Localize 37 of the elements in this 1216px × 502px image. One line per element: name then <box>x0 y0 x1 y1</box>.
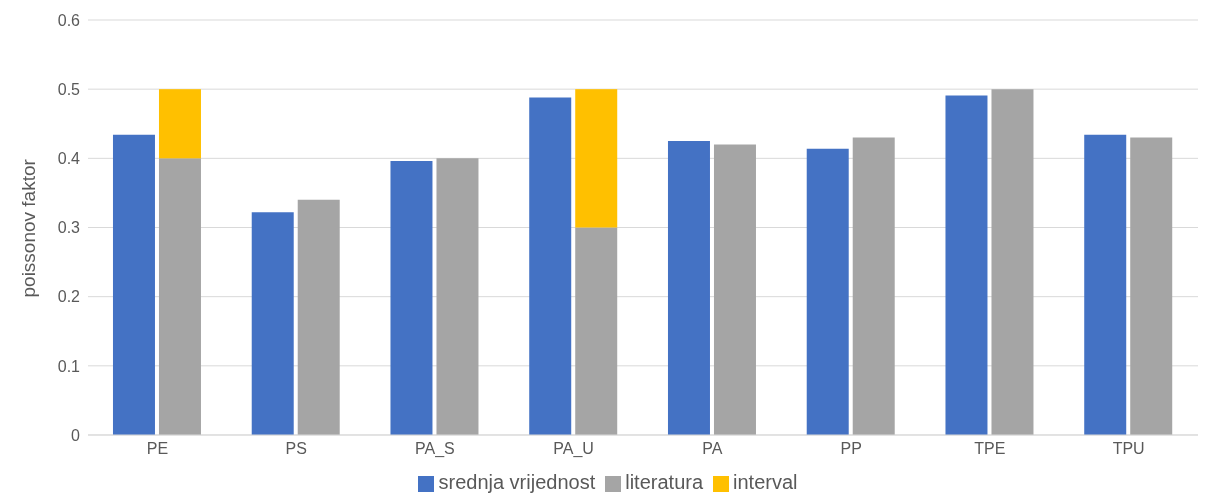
x-tick-label: PA <box>702 440 723 458</box>
bar <box>945 95 988 435</box>
bar <box>1130 137 1173 435</box>
y-tick-label: 0.2 <box>57 288 81 306</box>
bar <box>436 158 479 435</box>
bar <box>297 199 340 435</box>
y-tick-label: 0 <box>71 426 81 444</box>
bar <box>667 141 710 435</box>
bar <box>575 89 618 228</box>
x-tick-label: TPU <box>1112 440 1145 458</box>
bar <box>251 212 294 435</box>
x-tick-label: PP <box>840 440 862 458</box>
y-tick-label: 0.1 <box>57 357 81 375</box>
y-tick-label: 0.4 <box>57 150 81 168</box>
x-tick-label: PA_S <box>415 440 455 459</box>
y-axis-title: poissonov faktor <box>17 158 39 298</box>
x-tick-label: PE <box>146 440 169 458</box>
legend-label: literatura <box>625 471 704 493</box>
bar <box>1084 134 1127 435</box>
x-tick-label: PA_U <box>553 440 594 459</box>
legend-label: srednja vrijednost <box>438 471 596 493</box>
x-tick-label: PS <box>285 440 307 458</box>
bar <box>529 97 572 435</box>
bar <box>158 158 201 435</box>
bar <box>112 134 155 435</box>
y-tick-label: 0.3 <box>57 219 81 237</box>
bar <box>991 89 1034 435</box>
bar <box>158 89 201 159</box>
x-tick-label: TPE <box>974 440 1006 458</box>
legend-label: interval <box>733 471 798 493</box>
bar <box>806 148 849 435</box>
y-tick-label: 0.6 <box>57 11 81 29</box>
bar <box>575 227 618 435</box>
y-tick-label: 0.5 <box>57 80 81 98</box>
bar <box>713 144 756 435</box>
bar <box>390 161 433 435</box>
bar <box>852 137 895 435</box>
